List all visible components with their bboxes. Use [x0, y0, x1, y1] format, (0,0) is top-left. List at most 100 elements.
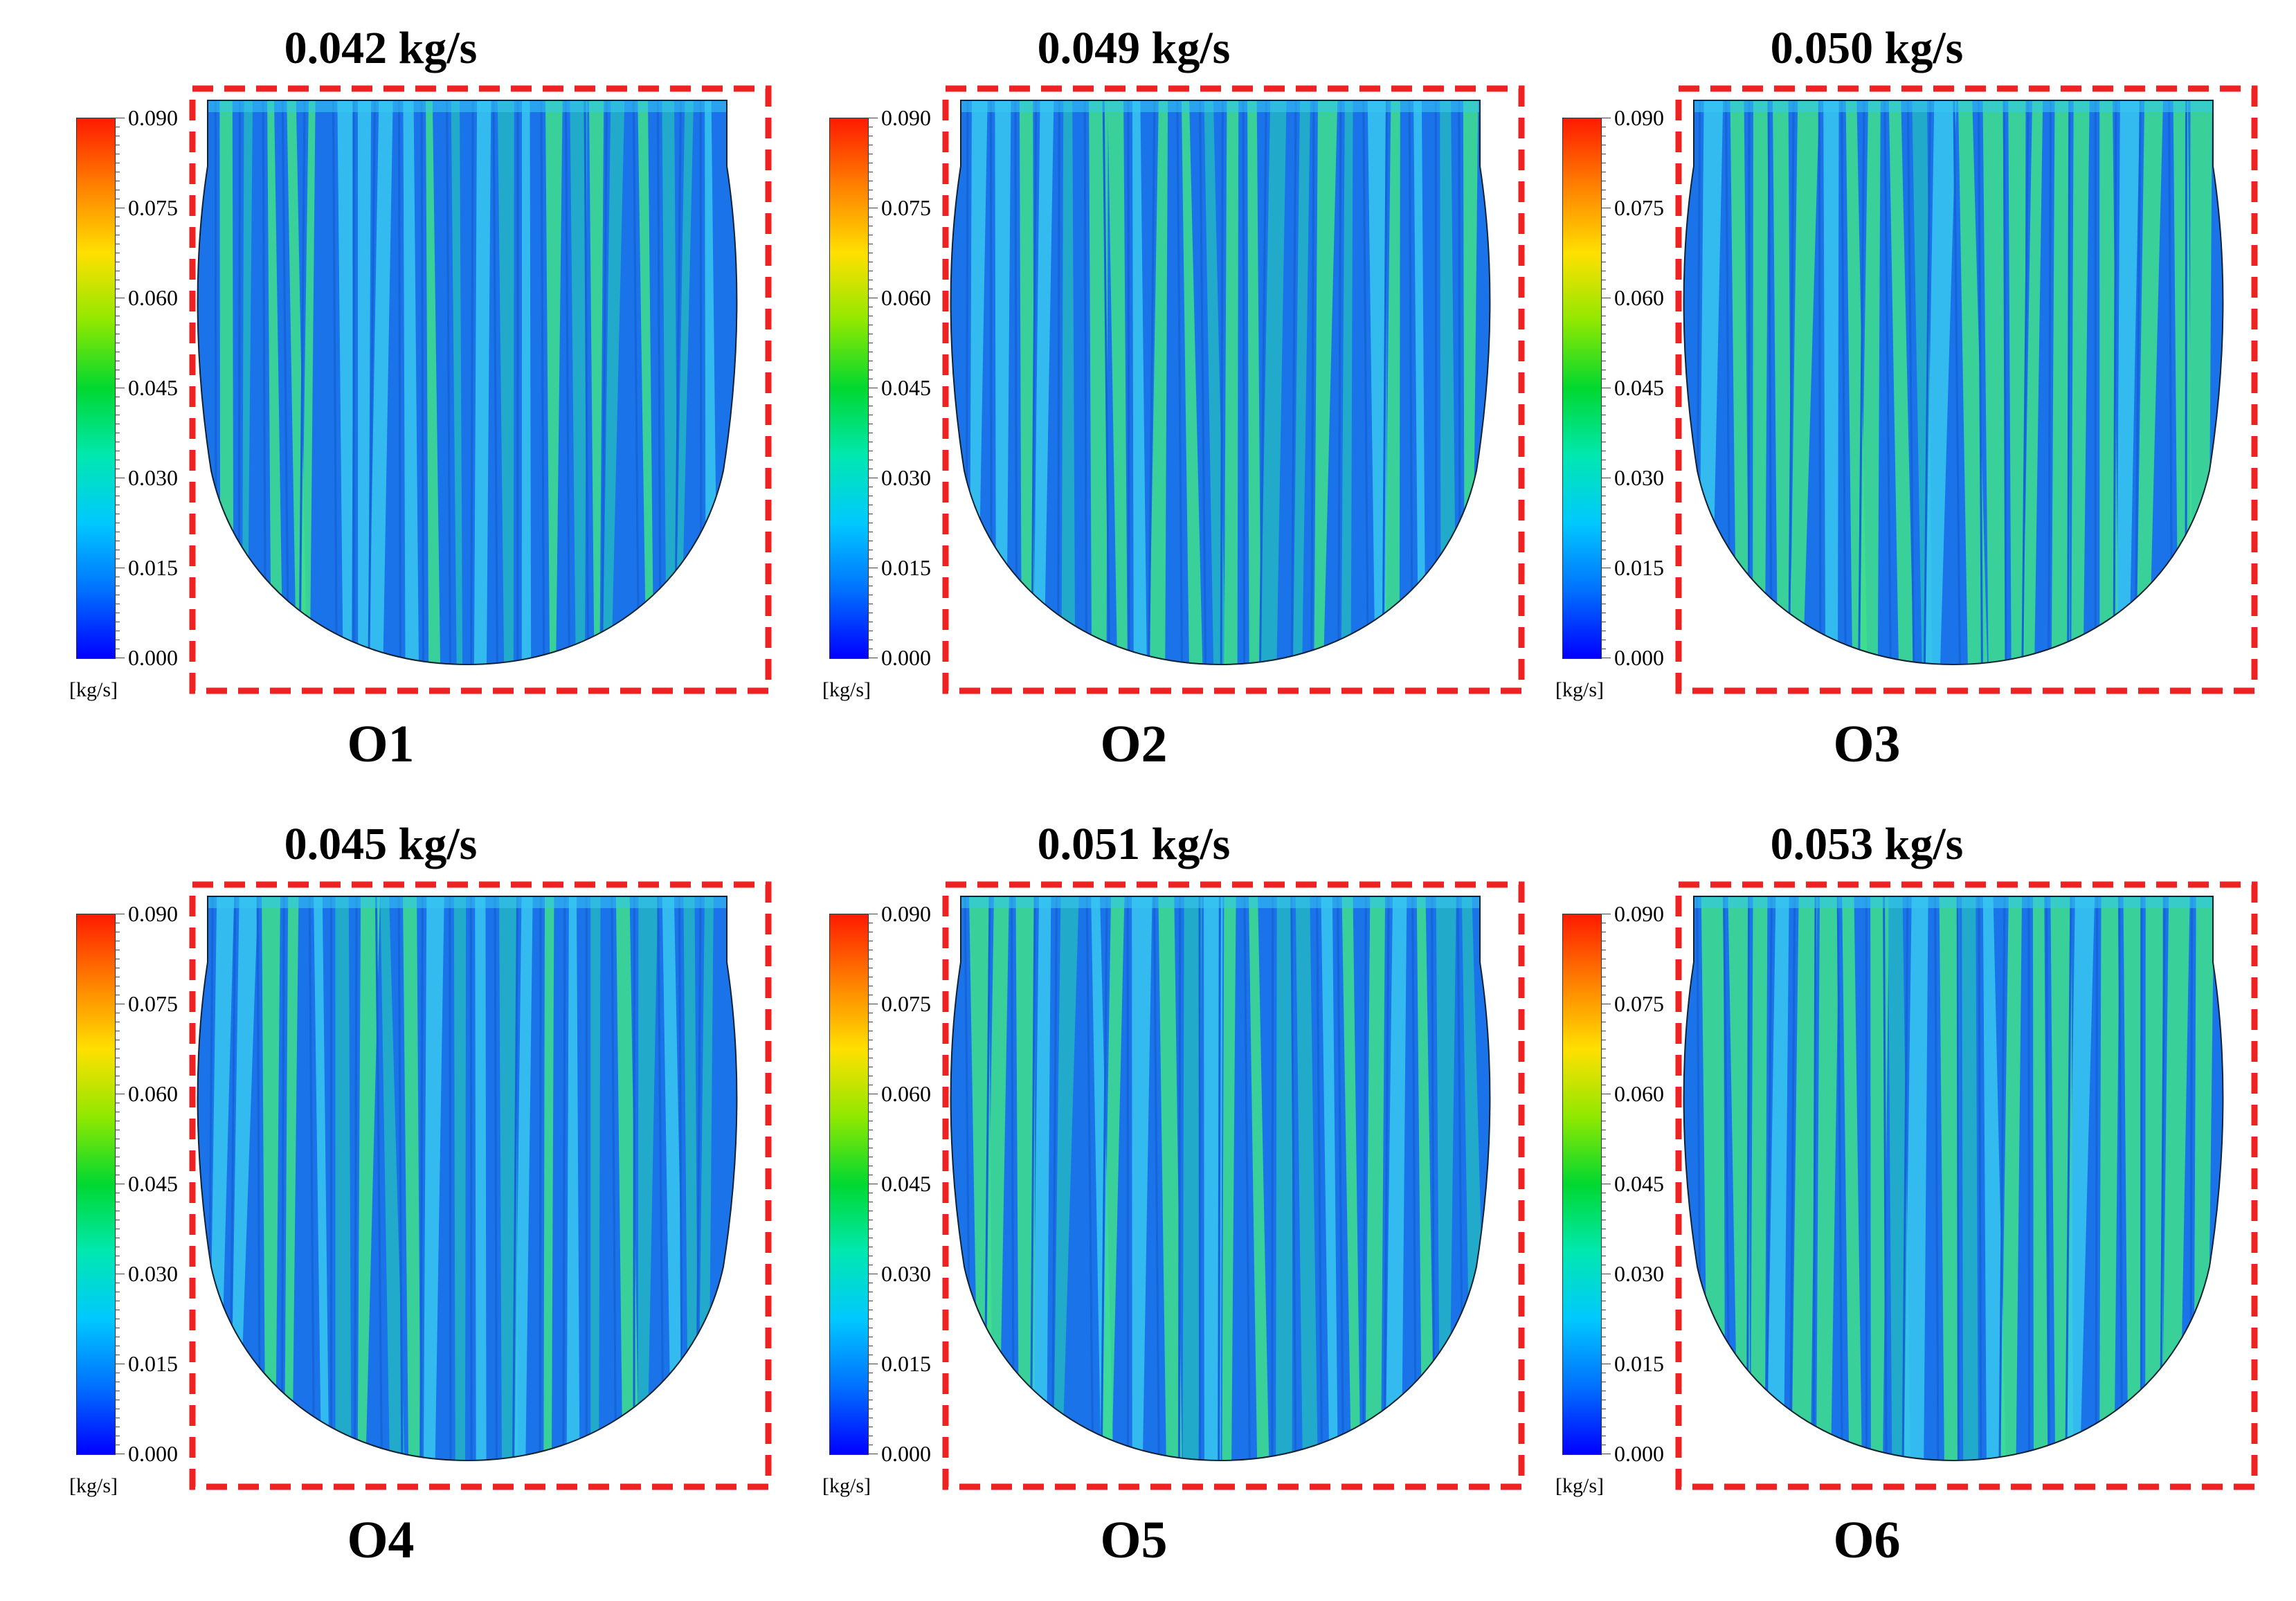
- flow-divider: [1152, 896, 1160, 1460]
- flow-stripe: [995, 100, 1011, 664]
- contour-plot: [942, 881, 1525, 1490]
- flow-stripe: [2162, 896, 2190, 1460]
- flow-divider: [562, 896, 566, 1460]
- flow-stripe: [426, 100, 441, 664]
- flow-stripe: [662, 896, 685, 1460]
- flow-stripe: [1108, 100, 1128, 664]
- flow-stripe: [1032, 896, 1051, 1460]
- flow-divider: [470, 100, 474, 664]
- flow-stripe: [473, 100, 491, 664]
- flow-divider: [1336, 896, 1345, 1460]
- flow-stripe: [1292, 100, 1310, 664]
- colorbar-tick-label: 0.090: [881, 105, 931, 130]
- contour-panel-o3: 0.050 kg/s 0.090 0.075 0.060 0.045 0.030…: [1507, 0, 2258, 796]
- flow-divider: [280, 896, 285, 1460]
- flow-stripe: [1247, 100, 1262, 664]
- colorbar-tick-label: 0.060: [1614, 1081, 1664, 1106]
- flow-stripe: [1089, 100, 1108, 664]
- flow-divider: [1858, 100, 1865, 664]
- inlet-band: [197, 896, 737, 908]
- flow-divider: [1998, 896, 2006, 1460]
- highlight-frame: [189, 881, 772, 1490]
- flow-stripe: [1224, 100, 1239, 664]
- flow-stripe: [2071, 100, 2090, 664]
- domain-outline: [197, 100, 738, 666]
- flow-stripe: [1791, 896, 1818, 1460]
- flow-stripe: [1053, 896, 1079, 1460]
- flow-stripe: [1753, 100, 1769, 664]
- flow-stripe: [1321, 896, 1338, 1460]
- colorbar-tick-label: 0.075: [1614, 991, 1664, 1016]
- contour-plot: [1675, 881, 2258, 1490]
- flow-stripe: [1365, 896, 1386, 1460]
- flow-stripe: [1436, 896, 1456, 1460]
- flow-stripe: [521, 100, 532, 664]
- flow-stripe: [985, 896, 1009, 1460]
- colorbar-ticks: [1601, 914, 1611, 1454]
- flow-divider: [1382, 100, 1388, 664]
- flow-divider: [2095, 896, 2099, 1460]
- flow-divider: [1310, 100, 1315, 664]
- flow-divider: [1315, 896, 1323, 1460]
- flow-divider: [1198, 100, 1207, 664]
- flow-stripe: [1385, 896, 1407, 1460]
- flow-divider: [540, 100, 545, 664]
- flow-stripe: [1132, 100, 1148, 664]
- flow-stripe: [602, 100, 625, 664]
- colorbar-tick-label: 0.075: [881, 195, 931, 220]
- colorbar-tick-label: 0.030: [1614, 465, 1664, 490]
- flow-stripe: [2117, 100, 2140, 664]
- flow-divider: [512, 896, 519, 1460]
- inlet-band: [950, 896, 1490, 908]
- contour-plot: [1675, 85, 2258, 694]
- flow-divider: [2021, 100, 2030, 664]
- contour-plot: [189, 881, 772, 1490]
- colorbar-tick-label: 0.030: [1614, 1261, 1664, 1286]
- contour-plot: [189, 85, 772, 694]
- flow-stripe: [1888, 100, 1914, 664]
- colorbar-tick-label: 0.045: [1614, 1171, 1664, 1196]
- flow-stripe: [1842, 896, 1863, 1460]
- contour-panel-o1: 0.042 kg/s 0.090 0.075 0.060 0.045 0.030…: [21, 0, 772, 796]
- flow-stripe: [638, 100, 654, 664]
- flow-stripe: [1314, 100, 1338, 664]
- flow-stripe: [1789, 100, 1820, 664]
- flow-divider: [1841, 100, 1847, 664]
- flow-stripe: [1182, 896, 1202, 1460]
- inlet-band: [1683, 896, 2223, 908]
- flow-divider: [1029, 896, 1036, 1460]
- flow-divider: [374, 896, 383, 1460]
- colorbar-unit-label: [kg/s]: [1555, 678, 1604, 701]
- flow-stripe: [2066, 896, 2095, 1460]
- colorbar: [76, 118, 116, 659]
- flow-divider: [2027, 896, 2031, 1460]
- flow-stripe: [1416, 896, 1435, 1460]
- flow-stripe: [284, 896, 299, 1460]
- flow-divider: [1127, 100, 1130, 664]
- flow-stripe: [590, 896, 601, 1460]
- flow-stripe: [475, 896, 487, 1460]
- flow-divider: [1923, 100, 1931, 664]
- mass-flow-rate-title: 0.050 kg/s: [1770, 23, 1964, 73]
- flow-stripe: [402, 896, 421, 1460]
- flow-divider: [494, 896, 498, 1460]
- colorbar-tick-label: 0.015: [881, 555, 931, 580]
- flow-stripe: [380, 896, 406, 1460]
- flow-divider: [419, 896, 424, 1460]
- colorbar-tick-label: 0.015: [1614, 1351, 1664, 1376]
- flow-divider: [1978, 896, 1982, 1460]
- flow-stripe: [1132, 896, 1152, 1460]
- flow-divider: [1789, 896, 1796, 1460]
- highlight-frame: [189, 85, 772, 694]
- flow-divider: [539, 896, 542, 1460]
- highlight-frame: [942, 85, 1525, 694]
- flow-divider: [1818, 100, 1822, 664]
- mass-flow-rate-title: 0.045 kg/s: [284, 819, 478, 869]
- highlight-frame: [942, 881, 1525, 1490]
- flow-divider: [1176, 100, 1184, 664]
- colorbar-unit-label: [kg/s]: [822, 678, 871, 701]
- colorbar-ticks: [115, 118, 125, 658]
- flow-stripe: [1260, 100, 1287, 664]
- flow-stripe: [675, 100, 694, 664]
- flow-divider: [1085, 896, 1094, 1460]
